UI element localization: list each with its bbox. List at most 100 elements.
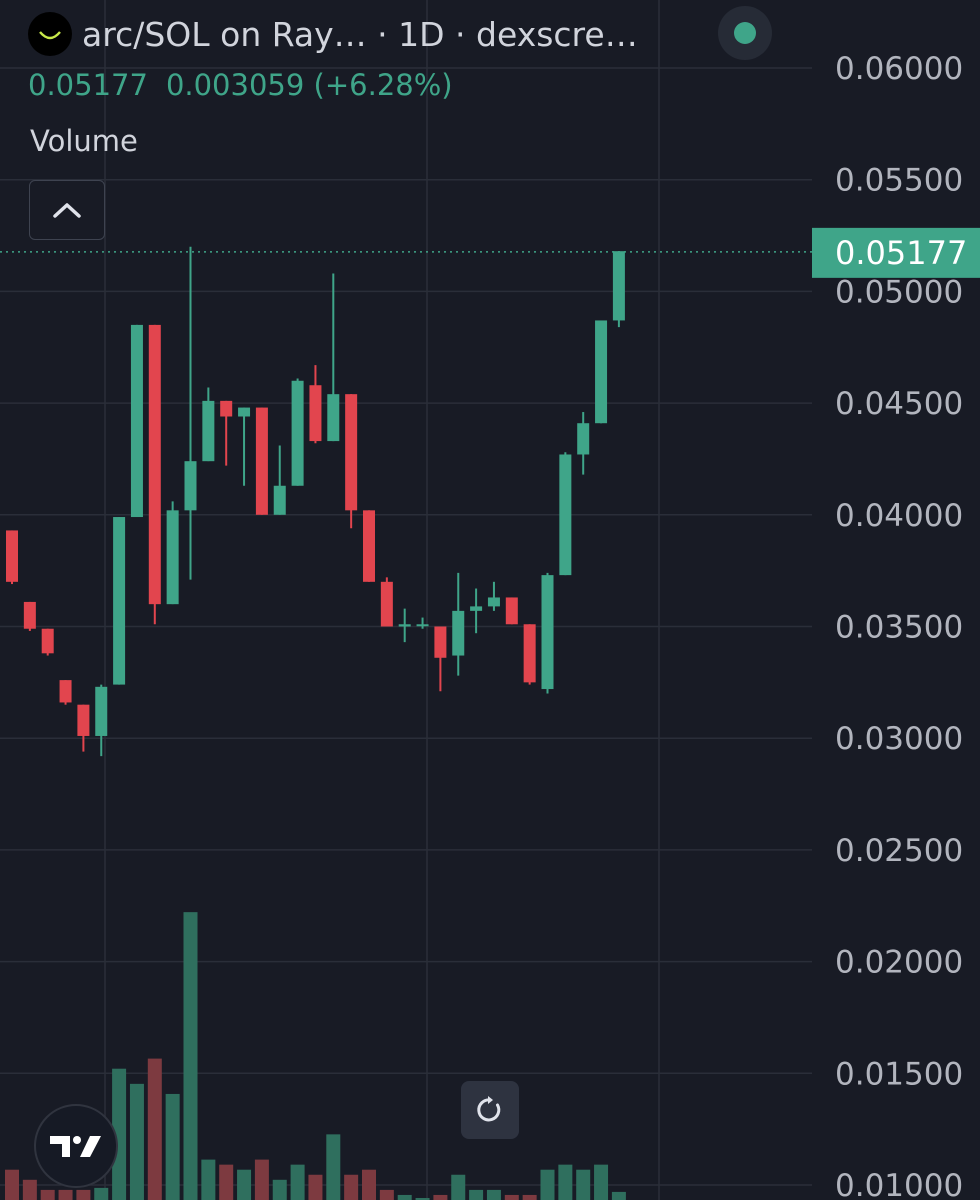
price-tick-label: 0.05000 — [835, 274, 963, 310]
pair-title[interactable]: arc/SOL on Ray… · 1D · dexscre… — [82, 14, 638, 54]
volume-bar — [76, 1189, 91, 1200]
volume-bar — [504, 1194, 519, 1200]
price-tick-label: 0.03000 — [835, 721, 963, 757]
volume-bar — [147, 1058, 162, 1200]
volume-bar — [254, 1159, 269, 1200]
volume-bar — [183, 912, 198, 1200]
volume-bar — [362, 1169, 376, 1200]
candle-body — [255, 407, 268, 515]
volume-bar — [22, 1179, 37, 1200]
last-price-tag — [812, 227, 980, 278]
candle-body — [523, 624, 536, 683]
volume-bar — [237, 1169, 252, 1200]
reset-chart-button[interactable] — [461, 1081, 519, 1139]
candle-body — [77, 704, 90, 736]
live-status-dot-icon — [734, 22, 756, 44]
volume-bar — [379, 1189, 394, 1200]
volume-bar — [201, 1159, 216, 1200]
volume-bar — [558, 1164, 573, 1200]
chart-header: arc/SOL on Ray… · 1D · dexscre… — [28, 10, 638, 58]
candle-body — [398, 624, 411, 627]
candle-body — [595, 320, 608, 424]
status-button[interactable] — [718, 6, 772, 60]
candle-body — [487, 597, 500, 607]
price-tick-label: 0.04000 — [835, 498, 963, 534]
candle-body — [41, 628, 54, 654]
tradingview-logo-icon[interactable] — [34, 1104, 118, 1188]
price-tick-label: 0.03500 — [835, 610, 963, 646]
price-tick-label: 0.01000 — [835, 1168, 963, 1200]
change-value: 0.003059 (+6.28%) — [165, 68, 453, 102]
price-tick-label: 0.02000 — [835, 945, 963, 981]
candle-body — [59, 680, 72, 703]
collapse-button[interactable] — [29, 180, 105, 240]
volume-bar — [326, 1134, 341, 1200]
volume-bar — [433, 1194, 448, 1200]
price-axis: 0.06000 0.05500 0.05000 0.04500 0.04000 0.035… — [812, 51, 980, 1200]
candle-body — [166, 510, 179, 605]
candlestick-series — [6, 246, 625, 757]
chevron-up-icon — [53, 203, 81, 218]
volume-bar — [219, 1164, 234, 1200]
candle-body — [434, 626, 447, 658]
candle-body — [23, 601, 36, 629]
price-tick-label: 0.05500 — [835, 163, 963, 199]
volume-bar — [272, 1179, 287, 1200]
candle-body — [238, 407, 251, 417]
candle-body — [505, 597, 518, 625]
candle-body — [220, 400, 233, 417]
volume-bar — [40, 1189, 55, 1200]
candle-body — [184, 461, 197, 511]
price-tick-label: 0.06000 — [835, 51, 963, 87]
volume-bar — [415, 1197, 430, 1200]
volume-bars — [5, 912, 626, 1200]
candle-body — [148, 324, 161, 605]
volume-bar — [576, 1169, 591, 1200]
volume-bar — [397, 1194, 412, 1200]
price-tick-label: 0.02500 — [835, 833, 963, 869]
volume-bar — [540, 1169, 555, 1200]
candle-body — [95, 686, 108, 736]
volume-bar — [58, 1189, 73, 1200]
candle-body — [327, 394, 340, 442]
volume-label: Volume — [30, 124, 138, 158]
candle-body — [130, 324, 143, 518]
arc-logo-icon — [28, 12, 72, 56]
candle-body — [202, 400, 215, 462]
candle-body — [612, 251, 625, 321]
volume-bar — [486, 1189, 501, 1200]
candle-body — [380, 581, 393, 627]
volume-bar — [308, 1174, 323, 1200]
price-tick-label: 0.01500 — [835, 1056, 963, 1092]
volume-bar — [5, 1169, 19, 1200]
candle-body — [6, 530, 18, 582]
volume-bar — [94, 1187, 109, 1200]
candle-body — [273, 485, 286, 515]
volume-bar — [344, 1174, 359, 1200]
candle-body — [291, 380, 304, 486]
reset-chart-icon — [477, 1096, 501, 1122]
candle-body — [113, 517, 126, 685]
volume-bar — [469, 1189, 484, 1200]
candle-body — [559, 454, 572, 576]
candle-body — [363, 510, 375, 582]
volume-bar — [522, 1194, 537, 1200]
price-tick-label: 0.04500 — [835, 386, 963, 422]
last-price-tag-label: 0.05177 — [835, 234, 967, 272]
volume-bar — [165, 1093, 180, 1200]
candle-body — [309, 385, 322, 442]
candle-body — [470, 606, 483, 611]
volume-bar — [129, 1083, 144, 1200]
volume-bar — [451, 1174, 466, 1200]
volume-bar — [611, 1191, 626, 1200]
candle-body — [416, 624, 429, 627]
volume-bar — [290, 1164, 305, 1200]
candle-body — [452, 610, 465, 656]
candle-body — [577, 423, 590, 455]
ohlc-legend: 0.05177 0.003059 (+6.28%) — [28, 68, 453, 102]
candle-body — [541, 575, 554, 690]
last-price-value: 0.05177 — [28, 68, 148, 102]
volume-bar — [112, 1068, 127, 1200]
candle-body — [345, 394, 358, 511]
